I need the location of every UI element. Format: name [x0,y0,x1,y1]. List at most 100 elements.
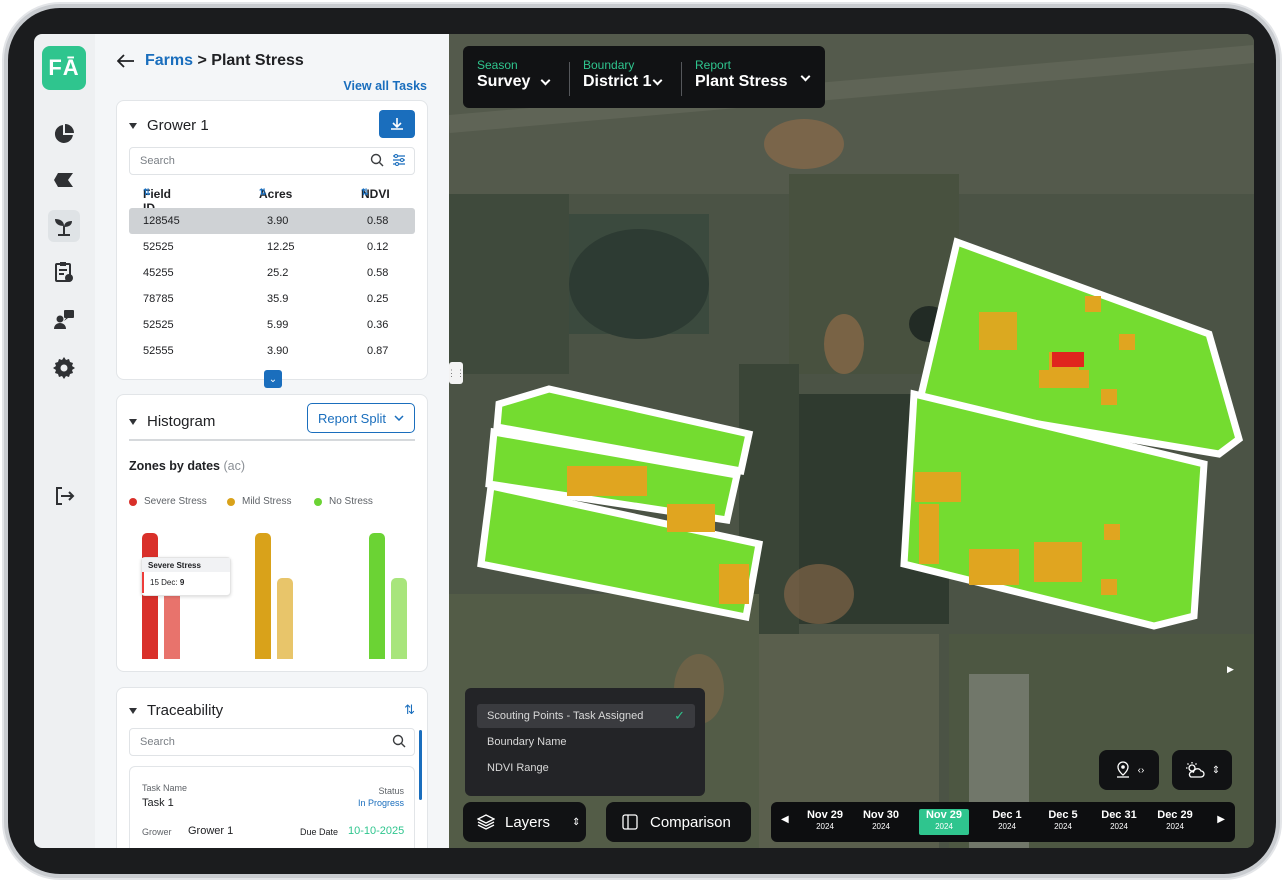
cell-acres: 25.2 [267,267,289,279]
filter-icon[interactable] [392,153,406,167]
cell-field-id: 45255 [143,267,174,279]
date-timeline: ◀ Nov 29 2024 Nov 30 2024 Nov 29 2024 Dec 1… [771,802,1235,842]
grower-label: Grower [142,827,172,837]
traceability-search-input[interactable]: Search [129,728,415,756]
logout-icon[interactable] [48,480,80,512]
season-dropdown[interactable]: Season Survey [477,58,530,91]
traceability-card: Traceability ⇅ Search Task Name Task 1 S… [116,687,428,848]
table-row[interactable]: 52525 5.99 0.36 [129,312,415,338]
check-icon: ✓ [674,708,685,723]
layer-option-boundary-name[interactable]: Boundary Name [487,736,567,748]
table-row[interactable]: 52525 12.25 0.12 [129,234,415,260]
user-chat-icon[interactable] [48,304,80,336]
date-chip-selected[interactable]: Nov 29 2024 [919,809,969,835]
layer-option-ndvi-range[interactable]: NDVI Range [487,762,549,774]
panel-resize-handle[interactable]: ⋮⋮ [447,362,465,384]
task-name-label: Task Name [142,783,188,793]
boundary-dropdown[interactable]: Boundary District 1 [583,58,651,91]
date-chip[interactable]: Dec 5 2024 [1048,809,1078,831]
sort-icon[interactable]: ⇅ [404,702,415,717]
up-down-chevron-icon: ⇕ [572,816,581,828]
layers-button[interactable]: Layers ⇕ [463,802,586,842]
report-value: Plant Stress [695,73,788,90]
layers-label: Layers [505,813,551,831]
download-button[interactable] [379,110,415,138]
chevron-down-icon [800,71,811,82]
pie-chart-icon[interactable] [48,118,80,150]
date-chip[interactable]: Dec 31 2024 [1101,809,1137,831]
date-chip[interactable]: Nov 30 2024 [862,809,900,831]
status-label: Status [378,786,404,796]
collapse-caret-icon[interactable] [129,707,137,714]
report-split-dropdown[interactable]: Report Split [307,403,415,433]
grower-card-header[interactable]: Grower 1 [129,117,209,134]
task-card[interactable]: Task Name Task 1 Status In Progress Grow… [129,766,415,848]
severe-bar-1[interactable] [142,533,158,659]
view-all-tasks-link[interactable]: View all Tasks [343,79,427,93]
app-logo[interactable]: FĀ [42,46,86,90]
icon-rail: FĀ [34,34,95,848]
season-value: Survey [477,73,531,90]
due-date-value: 10-10-2025 [348,825,405,837]
date-chip[interactable]: Nov 29 2024 [806,809,844,831]
search-icon[interactable] [392,734,406,748]
sort-icon[interactable]: ⇅ [259,187,267,197]
code-arrows-icon: ‹› [1137,764,1145,776]
legend-dot [314,497,322,506]
chevron-down-icon [540,75,551,86]
app-screen: FĀ Farms > Plant Stress View all Tasks [34,34,1254,848]
page-title: Plant Stress [211,52,304,69]
histogram-card: Histogram Report Split Zones by dates (a… [116,394,428,672]
next-date-icon[interactable]: ▶ [1217,814,1225,825]
comparison-button[interactable]: Comparison [606,802,751,842]
arrow-left-icon[interactable] [117,54,135,68]
table-row[interactable]: 52555 3.90 0.87 [129,338,415,364]
stack-icon[interactable] [48,164,80,196]
legend-item-mild[interactable]: Mild Stress [227,496,291,507]
legend-item-severe[interactable]: Severe Stress [129,496,207,507]
cell-acres: 3.90 [267,215,289,227]
layer-option-scouting-points[interactable]: Scouting Points - Task Assigned ✓ [477,704,695,728]
date-chip[interactable]: Dec 29 2024 [1157,809,1193,831]
scrollbar[interactable] [419,730,422,800]
table-row[interactable]: 128545 3.90 0.58 [129,208,415,234]
sort-icon[interactable]: ⇅ [143,187,151,197]
no-stress-bar-1[interactable] [369,533,385,659]
traceability-search-placeholder: Search [140,736,175,748]
sprout-icon[interactable] [48,210,80,242]
histogram-card-header[interactable]: Histogram [129,413,215,430]
chart-legend: Severe Stress Mild Stress No Stress [129,496,419,510]
mild-bar-1[interactable] [255,533,271,659]
date-chip[interactable]: Dec 1 2024 [992,809,1022,831]
report-dropdown[interactable]: Report Plant Stress [695,58,787,91]
location-toggle-button[interactable]: ‹› [1099,750,1159,790]
weather-toggle-button[interactable]: ⇕ [1172,750,1232,790]
severe-bar-2[interactable] [164,575,180,659]
table-row[interactable]: 45255 25.2 0.58 [129,260,415,286]
sort-icon[interactable]: ⇅ [361,187,369,197]
no-stress-bar-2[interactable] [391,578,407,659]
grower-table-header: Field ID⇅ Acres⇅ NDVI⇅ [143,187,390,215]
traceability-card-header[interactable]: Traceability [129,702,223,719]
traceability-title: Traceability [147,702,224,719]
mild-bar-2[interactable] [277,578,293,659]
collapse-caret-icon[interactable] [129,418,137,425]
previous-date-icon[interactable]: ◀ [781,814,789,825]
grower-search-input[interactable]: Search [129,147,415,175]
clipboard-check-icon[interactable] [48,256,80,288]
expand-table-button[interactable]: ⌄ [264,370,282,388]
cell-ndvi: 0.12 [367,241,389,253]
satellite-map[interactable]: Season Survey Boundary District 1 Report… [449,34,1254,848]
breadcrumb-farms-link[interactable]: Farms [145,52,194,69]
search-icon[interactable] [370,153,384,167]
table-row[interactable]: 78785 35.9 0.25 [129,286,415,312]
gear-icon[interactable] [48,352,80,384]
boundary-label: Boundary [583,58,635,72]
divider [129,439,415,441]
split-view-icon [622,814,638,830]
legend-item-no-stress[interactable]: No Stress [314,496,373,507]
chart-tooltip: Severe Stress 15 Dec: 9 [141,557,231,596]
collapse-caret-icon[interactable] [129,122,137,129]
next-arrow-icon[interactable]: ▶ [1227,664,1234,674]
tooltip-body: 15 Dec: 9 [142,572,230,593]
